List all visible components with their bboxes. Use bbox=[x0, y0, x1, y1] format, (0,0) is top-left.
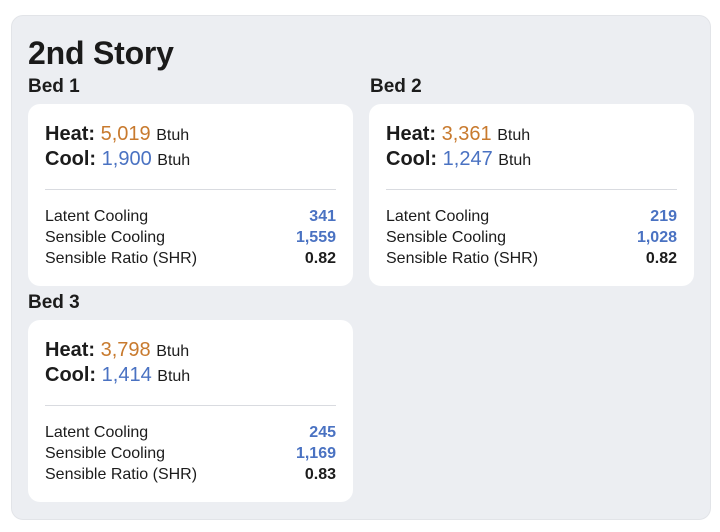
latent-cooling-label: Latent Cooling bbox=[386, 208, 490, 225]
cool-value: 1,414 bbox=[101, 364, 152, 386]
cool-label: Cool: bbox=[45, 148, 97, 170]
heat-label: Heat: bbox=[45, 123, 96, 145]
heat-load-line: Heat: 5,019 Btuh bbox=[45, 122, 189, 148]
cool-load-line: Cool: 1,900 Btuh bbox=[45, 147, 190, 173]
latent-cooling-row: Latent Cooling 245 bbox=[45, 422, 336, 443]
room-card-bed-2: Heat: 3,361 Btuh Cool: 1,247 Btuh Latent… bbox=[369, 104, 694, 286]
room-card-bed-1: Heat: 5,019 Btuh Cool: 1,900 Btuh Latent… bbox=[28, 104, 353, 286]
cool-unit: Btuh bbox=[157, 152, 191, 169]
sensible-ratio-row: Sensible Ratio (SHR) 0.82 bbox=[386, 248, 677, 269]
sensible-cooling-label: Sensible Cooling bbox=[386, 229, 507, 246]
latent-cooling-row: Latent Cooling 341 bbox=[45, 206, 336, 227]
sensible-cooling-row: Sensible Cooling 1,028 bbox=[386, 227, 677, 248]
latent-cooling-value: 341 bbox=[309, 208, 336, 225]
heat-value: 3,361 bbox=[441, 123, 492, 145]
cool-unit: Btuh bbox=[498, 152, 532, 169]
cool-load-line: Cool: 1,414 Btuh bbox=[45, 363, 190, 389]
card-divider bbox=[386, 189, 677, 190]
latent-cooling-label: Latent Cooling bbox=[45, 208, 149, 225]
heat-value: 3,798 bbox=[100, 339, 151, 361]
card-divider bbox=[45, 189, 336, 190]
room-title-bed-3: Bed 3 bbox=[28, 292, 80, 313]
heat-value: 5,019 bbox=[100, 123, 151, 145]
cool-value: 1,247 bbox=[442, 148, 493, 170]
card-divider bbox=[45, 405, 336, 406]
sensible-ratio-label: Sensible Ratio (SHR) bbox=[45, 250, 198, 267]
heat-label: Heat: bbox=[45, 339, 96, 361]
sensible-ratio-label: Sensible Ratio (SHR) bbox=[45, 466, 198, 483]
latent-cooling-row: Latent Cooling 219 bbox=[386, 206, 677, 227]
cool-label: Cool: bbox=[45, 364, 97, 386]
latent-cooling-label: Latent Cooling bbox=[45, 424, 149, 441]
sensible-cooling-value: 1,169 bbox=[295, 445, 336, 462]
sensible-cooling-label: Sensible Cooling bbox=[45, 445, 166, 462]
sensible-ratio-row: Sensible Ratio (SHR) 0.83 bbox=[45, 464, 336, 485]
sensible-ratio-label: Sensible Ratio (SHR) bbox=[386, 250, 539, 267]
room-title-bed-1: Bed 1 bbox=[28, 76, 80, 97]
sensible-cooling-row: Sensible Cooling 1,169 bbox=[45, 443, 336, 464]
heat-load-line: Heat: 3,798 Btuh bbox=[45, 338, 189, 364]
latent-cooling-value: 245 bbox=[309, 424, 336, 441]
cool-unit: Btuh bbox=[157, 368, 191, 385]
sensible-cooling-value: 1,028 bbox=[636, 229, 677, 246]
sensible-ratio-value: 0.83 bbox=[304, 466, 336, 483]
latent-cooling-value: 219 bbox=[650, 208, 677, 225]
section-title: 2nd Story bbox=[28, 35, 174, 71]
sensible-cooling-value: 1,559 bbox=[295, 229, 336, 246]
room-title-bed-2: Bed 2 bbox=[370, 76, 422, 97]
cool-value: 1,900 bbox=[101, 148, 152, 170]
room-card-bed-3: Heat: 3,798 Btuh Cool: 1,414 Btuh Latent… bbox=[28, 320, 353, 502]
sensible-ratio-value: 0.82 bbox=[304, 250, 336, 267]
heat-unit: Btuh bbox=[156, 127, 190, 144]
sensible-ratio-value: 0.82 bbox=[645, 250, 677, 267]
sensible-ratio-row: Sensible Ratio (SHR) 0.82 bbox=[45, 248, 336, 269]
heat-unit: Btuh bbox=[156, 343, 190, 360]
sensible-cooling-row: Sensible Cooling 1,559 bbox=[45, 227, 336, 248]
sensible-cooling-label: Sensible Cooling bbox=[45, 229, 166, 246]
cool-load-line: Cool: 1,247 Btuh bbox=[386, 147, 531, 173]
heat-load-line: Heat: 3,361 Btuh bbox=[386, 122, 530, 148]
heat-unit: Btuh bbox=[497, 127, 531, 144]
cool-label: Cool: bbox=[386, 148, 438, 170]
heat-label: Heat: bbox=[386, 123, 437, 145]
